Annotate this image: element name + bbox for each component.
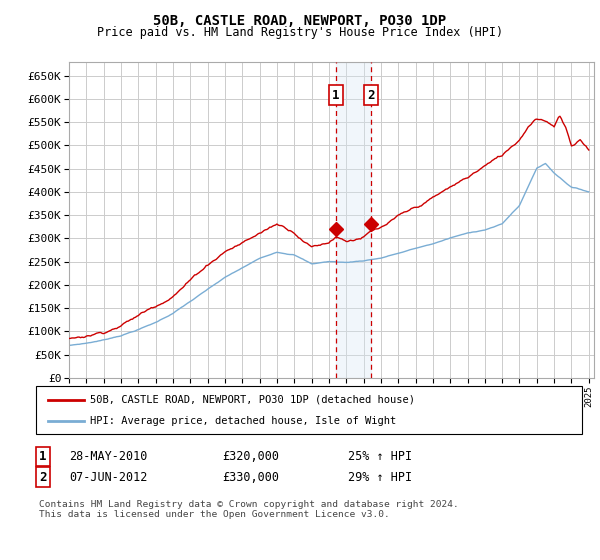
Text: 50B, CASTLE ROAD, NEWPORT, PO30 1DP (detached house): 50B, CASTLE ROAD, NEWPORT, PO30 1DP (det… <box>90 395 415 405</box>
Text: 50B, CASTLE ROAD, NEWPORT, PO30 1DP: 50B, CASTLE ROAD, NEWPORT, PO30 1DP <box>154 14 446 28</box>
Text: £320,000: £320,000 <box>222 450 279 463</box>
Text: 25% ↑ HPI: 25% ↑ HPI <box>348 450 412 463</box>
Text: 2: 2 <box>367 88 375 101</box>
Text: 07-JUN-2012: 07-JUN-2012 <box>69 470 148 484</box>
Text: 1: 1 <box>39 450 47 463</box>
Text: Contains HM Land Registry data © Crown copyright and database right 2024.
This d: Contains HM Land Registry data © Crown c… <box>39 500 459 519</box>
Text: £330,000: £330,000 <box>222 470 279 484</box>
Text: 2: 2 <box>39 470 47 484</box>
Text: 1: 1 <box>332 88 340 101</box>
Bar <box>336 62 371 378</box>
Text: HPI: Average price, detached house, Isle of Wight: HPI: Average price, detached house, Isle… <box>90 416 396 426</box>
Text: Price paid vs. HM Land Registry's House Price Index (HPI): Price paid vs. HM Land Registry's House … <box>97 26 503 39</box>
Text: 29% ↑ HPI: 29% ↑ HPI <box>348 470 412 484</box>
Text: 28-MAY-2010: 28-MAY-2010 <box>69 450 148 463</box>
